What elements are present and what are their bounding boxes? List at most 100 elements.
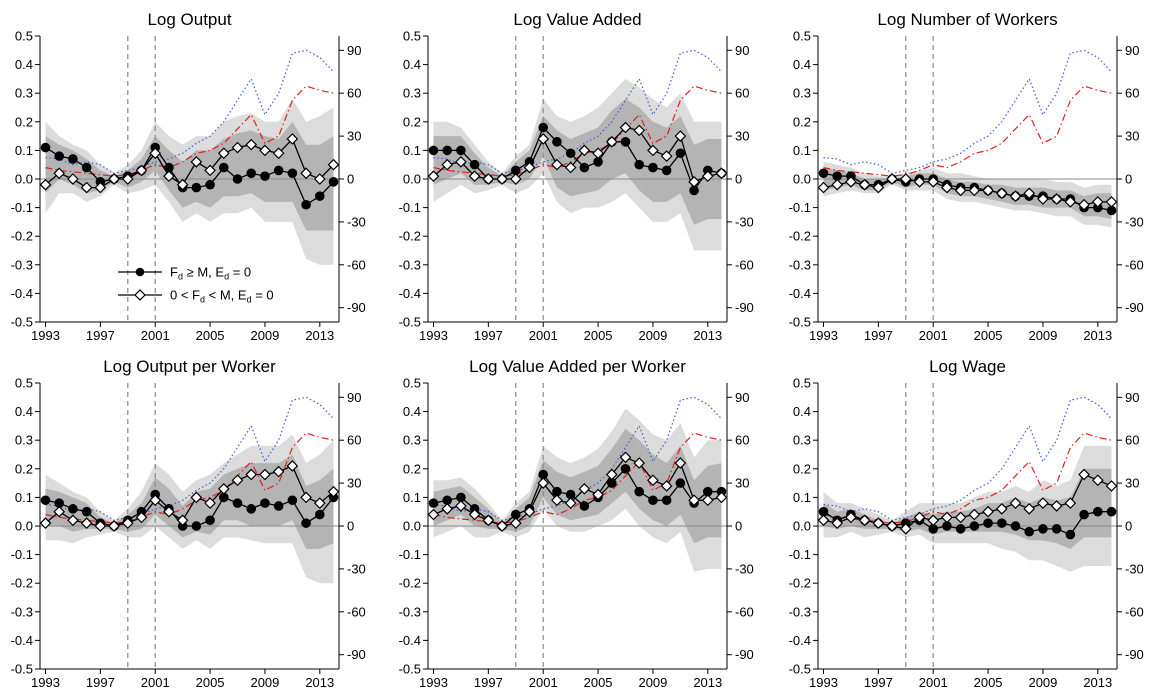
left-tick-label: -0.3	[11, 257, 33, 272]
legend-label-part: F	[170, 265, 178, 280]
data-point-circle	[191, 182, 202, 193]
data-point-circle	[675, 148, 686, 159]
x-tick-label: 1997	[474, 675, 503, 690]
data-point-diamond	[217, 482, 230, 495]
left-tick-label: 0.5	[793, 376, 811, 391]
right-tick-label: 30	[1125, 129, 1139, 144]
data-point-diamond	[688, 494, 700, 507]
data-point-circle	[456, 145, 466, 156]
right-tick-label: 90	[347, 43, 361, 58]
data-point-circle	[40, 142, 51, 153]
data-point-diamond	[300, 491, 312, 504]
right-tick-label: -30	[1125, 561, 1144, 576]
panel-title: Log Output per Worker	[103, 357, 276, 376]
right-tick-label: -90	[735, 647, 754, 662]
legend-label-part: < M, E	[205, 288, 247, 303]
data-point-diamond	[913, 176, 926, 188]
data-point-circle	[314, 191, 325, 201]
left-tick-label: 0.0	[15, 519, 33, 534]
data-point-circle	[1038, 524, 1048, 534]
right-tick-label: -90	[347, 647, 366, 662]
data-point-circle	[634, 159, 645, 170]
data-point-diamond	[523, 161, 536, 174]
left-tick-label: 0.5	[403, 376, 421, 391]
data-point-diamond	[1105, 196, 1118, 208]
data-point-circle	[675, 478, 686, 488]
x-tick-label: 2009	[638, 328, 667, 343]
data-point-circle	[301, 199, 311, 210]
x-tick-label: 2001	[141, 328, 170, 343]
data-point-diamond	[286, 133, 299, 145]
x-tick-label: 2001	[529, 675, 558, 690]
right-tick-label: -60	[735, 257, 754, 272]
left-tick-label: -0.5	[399, 662, 421, 677]
data-point-circle	[620, 464, 631, 474]
data-point-circle	[634, 486, 645, 497]
data-point-circle	[287, 495, 298, 506]
right-tick-label: -30	[735, 561, 754, 576]
left-tick-label: 0.5	[15, 376, 33, 391]
data-point-diamond	[468, 170, 481, 182]
series-line-1	[433, 467, 722, 527]
data-point-diamond	[995, 502, 1008, 515]
left-tick-label: -0.5	[789, 315, 811, 330]
right-tick-label: -30	[1125, 214, 1144, 229]
right-tick-label: -90	[735, 300, 754, 315]
left-tick-label: 0.4	[403, 57, 421, 72]
data-point-diamond	[441, 502, 454, 515]
data-point-diamond	[67, 173, 79, 185]
left-tick-label: -0.3	[399, 257, 421, 272]
right-tick-label: -90	[347, 300, 366, 315]
x-tick-label: 2013	[305, 328, 334, 343]
data-point-diamond	[551, 158, 563, 171]
data-point-circle	[538, 122, 549, 133]
series-line-2	[45, 137, 334, 189]
legend-label-part: ≥ M, E	[183, 265, 224, 280]
left-tick-label: 0.4	[793, 57, 811, 72]
legend-label-part: d	[224, 272, 229, 282]
series-line-1	[45, 146, 334, 206]
data-point-circle	[260, 171, 270, 181]
series-line-2	[823, 178, 1112, 206]
left-tick-label: -0.4	[789, 633, 811, 648]
x-tick-label: 2005	[196, 328, 225, 343]
data-point-diamond	[496, 173, 508, 185]
right-tick-label: 30	[1125, 476, 1139, 491]
legend-label-part: = 0	[229, 265, 251, 280]
data-point-circle	[205, 179, 215, 190]
panel-1: Log Output -0.5 -0.4 -0.3 -0.2 -0.1 0.0 0.1 0.2 0…	[11, 10, 366, 343]
legend: Fd ≥ M, Ed = 00 < Fd < M, Ed = 0	[118, 265, 274, 305]
data-point-diamond	[80, 517, 93, 529]
panel-3: Log Number of Workers -0.5 -0.4 -0.3 -0.2 -0.…	[789, 10, 1144, 343]
left-tick-label: -0.4	[399, 286, 421, 301]
data-point-circle	[552, 137, 562, 147]
left-tick-label: 0.3	[15, 433, 33, 448]
left-tick-label: -0.3	[399, 604, 421, 619]
x-tick-label: 2009	[1028, 328, 1057, 343]
x-tick-label: 2005	[974, 328, 1003, 343]
data-point-circle	[1092, 506, 1103, 517]
data-point-circle	[442, 145, 453, 156]
panel-5: Log Value Added per Worker -0.5 -0.4 -0.3 -0…	[399, 357, 754, 690]
data-point-circle	[579, 501, 590, 511]
x-tick-label: 2001	[919, 675, 948, 690]
data-point-diamond	[619, 121, 632, 134]
data-point-diamond	[619, 451, 632, 464]
red-dashdot-series	[45, 432, 334, 524]
data-point-circle	[301, 518, 311, 528]
data-point-diamond	[496, 520, 508, 532]
right-tick-label: -90	[1125, 647, 1144, 662]
data-point-diamond	[578, 144, 591, 157]
data-point-circle	[273, 165, 284, 176]
right-tick-label: 90	[347, 390, 361, 405]
x-tick-label: 2005	[584, 328, 613, 343]
left-tick-label: -0.1	[11, 547, 33, 562]
data-point-diamond	[204, 164, 216, 177]
data-point-diamond	[633, 124, 646, 137]
panel-2: Log Value Added -0.5 -0.4 -0.3 -0.2 -0.1 0.0 0.…	[399, 10, 754, 343]
data-point-circle	[246, 504, 257, 514]
left-tick-label: -0.3	[789, 604, 811, 619]
left-tick-label: -0.4	[11, 633, 33, 648]
left-tick-label: -0.2	[789, 229, 811, 244]
